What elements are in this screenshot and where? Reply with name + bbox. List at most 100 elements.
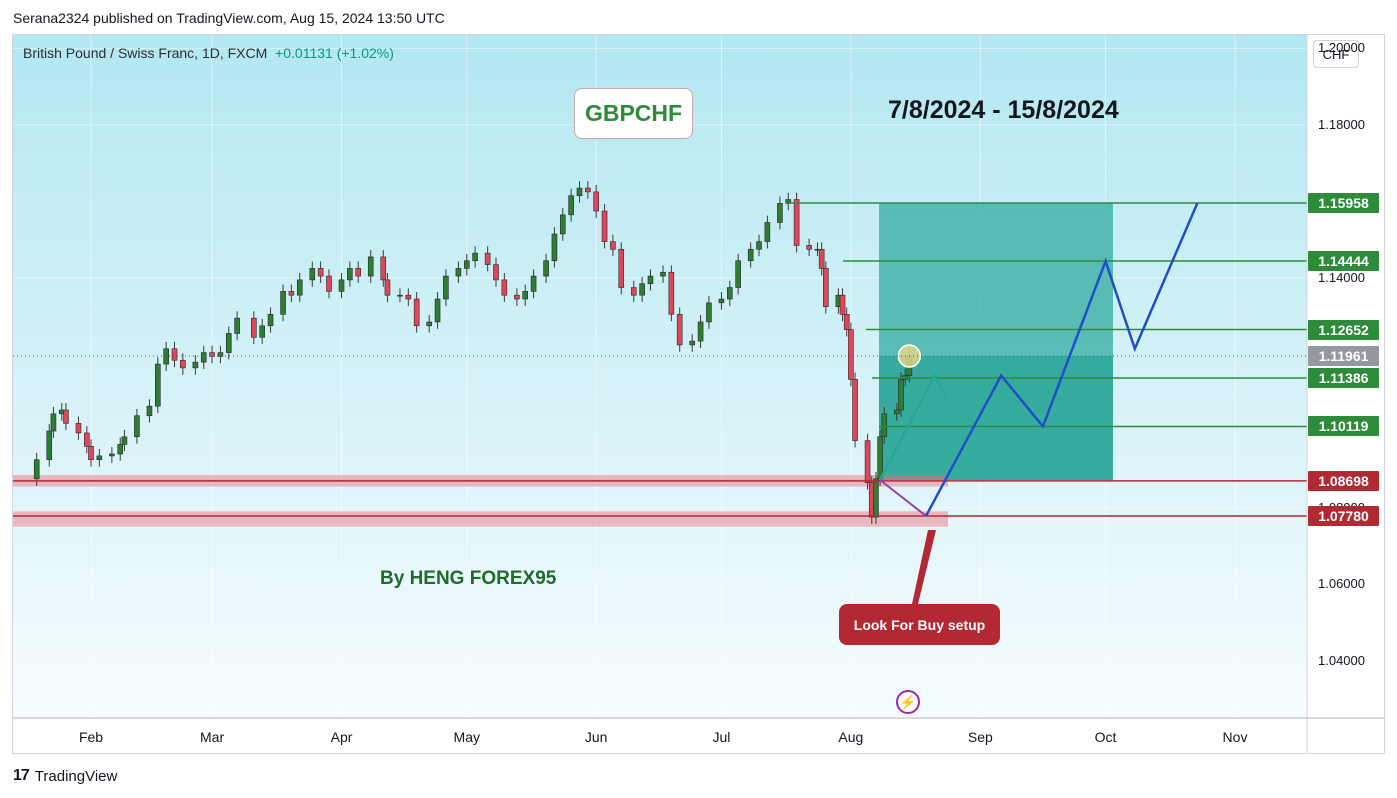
candle-body — [225, 333, 232, 353]
candle-body — [326, 275, 332, 292]
candle-body — [823, 268, 829, 307]
candle-body — [852, 379, 858, 441]
candle-body — [864, 440, 871, 483]
time-tick-label: Jun — [584, 729, 608, 745]
candle-body — [585, 187, 591, 193]
candles — [13, 181, 1307, 525]
candle-body — [367, 256, 374, 277]
candle-body — [338, 279, 345, 292]
candle-body — [280, 291, 286, 315]
target-zone-filled — [879, 355, 1113, 481]
candle-body — [601, 210, 608, 242]
candle-body — [522, 291, 529, 300]
candle-body — [639, 283, 645, 296]
candle-body — [146, 405, 153, 417]
candle-body — [559, 214, 566, 235]
candle-body — [309, 268, 316, 281]
candle-body — [413, 298, 420, 327]
candle-body — [134, 415, 140, 438]
candle-body — [380, 256, 387, 281]
candle-body — [689, 340, 696, 346]
candle-body — [434, 298, 441, 323]
candle-body — [443, 275, 449, 300]
candle-body — [251, 317, 257, 338]
candle-body — [543, 260, 549, 277]
time-tick-label: Apr — [330, 729, 353, 745]
price-tick-label: 1.04000 — [1318, 652, 1365, 668]
symbol-change: +0.01131 (+1.02%) — [275, 45, 394, 61]
candle-body — [818, 248, 825, 269]
candle-body — [843, 314, 850, 330]
candle-body — [660, 271, 666, 277]
candle-body — [630, 287, 637, 296]
tv-logo-icon: 17 — [13, 767, 30, 784]
tradingview-logo[interactable]: 17 TradingView — [13, 767, 117, 785]
time-tick-label: Aug — [838, 729, 864, 745]
candle-body — [530, 275, 537, 292]
candle-body — [551, 233, 558, 262]
candle-body — [46, 430, 53, 461]
candle-body — [877, 436, 883, 480]
candle-body — [88, 446, 94, 461]
price-tag-target: 1.12652 — [1308, 319, 1379, 340]
lightning-icon[interactable]: ⚡ — [896, 690, 920, 714]
candle-body — [384, 279, 391, 296]
candle-body — [873, 478, 879, 518]
symbol-info: British Pound / Swiss Franc, 1D, FXCM +0… — [23, 45, 394, 61]
candle-body — [405, 294, 412, 300]
currency-button[interactable]: CHF — [1313, 40, 1359, 68]
candle-body — [839, 294, 846, 315]
candle-body — [463, 260, 470, 269]
candle-body — [117, 444, 124, 455]
candle-body — [898, 379, 904, 411]
candle-body — [75, 423, 82, 434]
candle-body — [610, 241, 616, 250]
candle-body — [288, 291, 295, 296]
candle-body — [676, 314, 683, 346]
candle-body — [63, 409, 69, 424]
candle-body — [697, 321, 704, 342]
price-tick-label: 1.18000 — [1318, 116, 1365, 132]
candle-body — [568, 195, 574, 216]
price-tag-current: 1.11961 — [1308, 345, 1379, 366]
time-tick-label: May — [453, 729, 480, 745]
candle-body — [747, 248, 754, 262]
candle-body — [192, 361, 199, 369]
candle-body — [793, 199, 800, 246]
grid-lines — [13, 35, 1307, 718]
candle-body — [109, 453, 115, 457]
candle-body — [848, 329, 854, 380]
projection-dip-leg — [879, 479, 927, 517]
candle-body — [355, 268, 362, 277]
buy-setup-callout[interactable]: Look For Buy setup — [839, 604, 1000, 645]
candle-body — [267, 314, 274, 327]
candle-body — [96, 455, 103, 461]
symbol-name: British Pound / Swiss Franc, 1D, FXCM — [23, 45, 268, 61]
price-tag-target: 1.11386 — [1308, 367, 1379, 388]
author-label[interactable]: By HENG FOREX95 — [380, 568, 557, 589]
candle-body — [33, 459, 40, 480]
candle-body — [217, 352, 224, 357]
pair-label-box[interactable]: GBPCHF — [574, 88, 693, 139]
candle-body — [806, 245, 812, 250]
candle-body — [171, 348, 178, 361]
candle-body — [501, 279, 508, 296]
time-tick-label: Nov — [1222, 729, 1248, 745]
time-tick-label: Jul — [712, 729, 731, 745]
date-range-label[interactable]: 7/8/2024 - 15/8/2024 — [888, 96, 1119, 124]
candle-body — [347, 268, 353, 281]
candle-body — [718, 298, 725, 304]
support-band — [13, 511, 948, 527]
chart-frame[interactable] — [12, 34, 1385, 754]
candle-body — [777, 203, 783, 223]
candle-body — [493, 264, 499, 281]
callout-pointer — [912, 530, 936, 604]
candle-body — [426, 321, 432, 327]
time-tick-label: Oct — [1094, 729, 1117, 745]
candle-body — [894, 409, 900, 415]
price-tick-label: 1.14000 — [1318, 269, 1365, 285]
price-tag-target: 1.14444 — [1308, 250, 1379, 271]
level-lines — [13, 202, 1307, 517]
candle-body — [727, 287, 733, 300]
